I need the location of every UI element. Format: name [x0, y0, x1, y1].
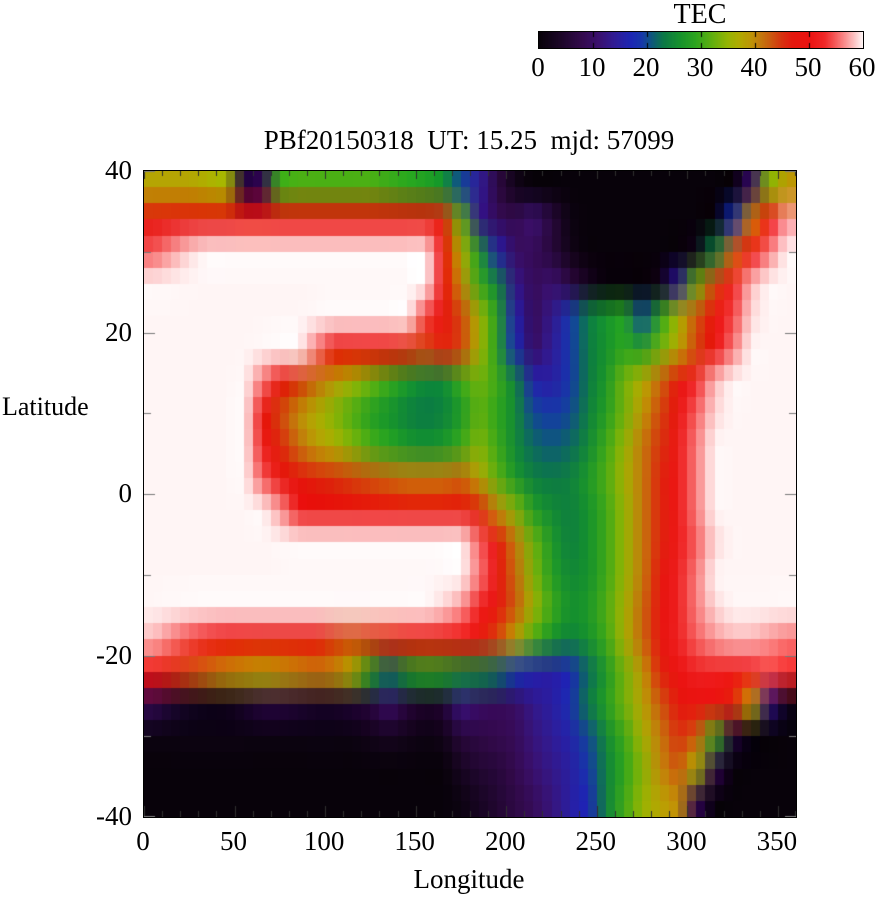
y-tick-label: -40: [96, 801, 132, 831]
y-tick-label: 0: [118, 478, 133, 508]
colorbar-tick-label: 20: [632, 52, 660, 82]
x-tick-label: 250: [575, 826, 617, 856]
colorbar-tick-label: 60: [848, 52, 876, 82]
plot-area: [143, 170, 797, 818]
plot-title: PBf20150318 UT: 15.25 mjd: 57099: [263, 125, 675, 155]
colorbar-tick-label: 50: [794, 52, 822, 82]
colorbar-tick-label: 0: [531, 52, 545, 82]
y-tick-label: -20: [96, 639, 132, 670]
x-tick-label: 50: [220, 826, 248, 856]
y-tick-label: 20: [105, 316, 132, 347]
y-axis-label: Latitude: [2, 392, 89, 421]
x-tick-label: 100: [303, 826, 345, 856]
colorbar-title: TEC: [673, 0, 727, 30]
x-tick-label: 350: [756, 826, 798, 856]
y-tick-label: 40: [105, 155, 132, 185]
x-tick-label: 200: [484, 826, 526, 856]
x-tick-label: 150: [394, 826, 435, 856]
colorbar-tick-label: 40: [740, 52, 768, 82]
colorbar-gradient: [538, 31, 864, 49]
x-axis-label: Longitude: [413, 864, 525, 894]
colorbar-tick-label: 30: [686, 52, 714, 82]
colorbar-tick-label: 10: [578, 52, 606, 82]
x-tick-label: 300: [666, 826, 707, 856]
heatmap-canvas: [144, 171, 796, 817]
x-tick-label: 0: [136, 826, 150, 856]
